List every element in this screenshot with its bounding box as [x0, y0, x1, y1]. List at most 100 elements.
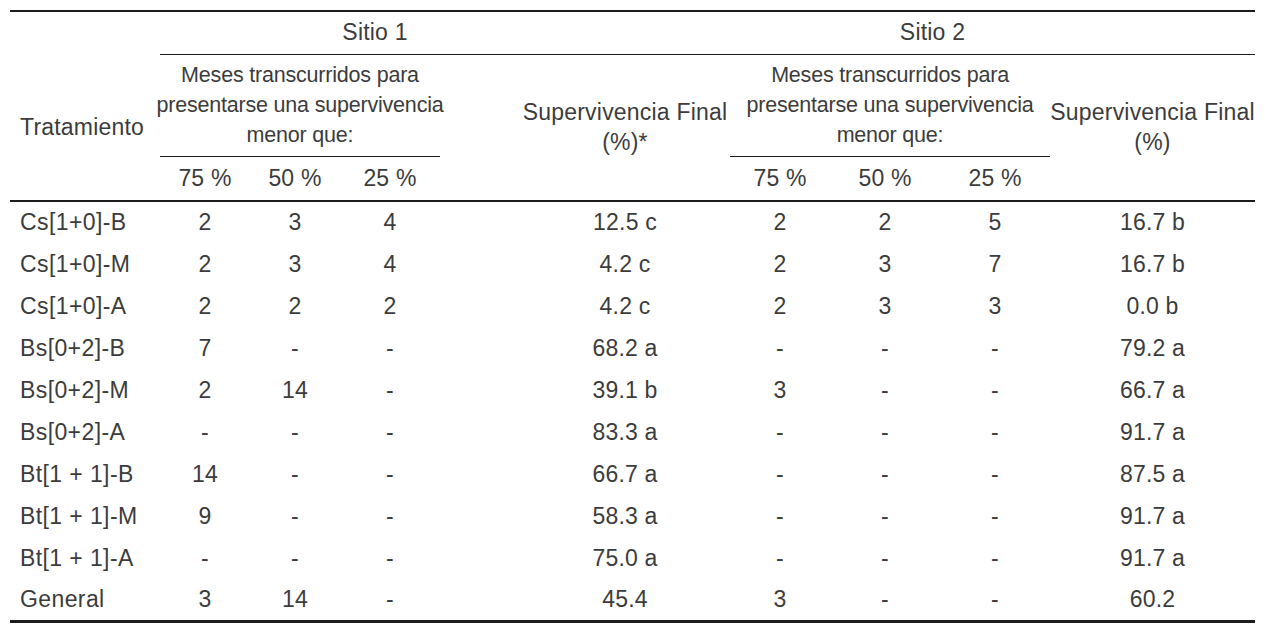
value-cell: -	[830, 453, 940, 495]
site1-header: Sitio 1	[160, 11, 730, 54]
value-cell: -	[250, 453, 340, 495]
group-header-row: Tratamiento Meses transcurridos para pre…	[10, 54, 1255, 156]
final-line: (%)*	[602, 127, 648, 157]
value-cell: -	[340, 537, 440, 579]
site-header-row: Sitio 1 Sitio 2	[10, 11, 1255, 54]
treatment-cell: Bs[0+2]-B	[10, 327, 160, 369]
final-line: Supervivencia Final	[523, 97, 728, 127]
site2-final-header-lines: Supervivencia Final (%)	[1050, 97, 1255, 157]
value-cell: 4	[340, 201, 440, 243]
table-body: Cs[1+0]-B23412.5 c22516.7 bCs[1+0]-M2344…	[10, 201, 1255, 621]
value-cell: 60.2	[1050, 579, 1255, 621]
value-cell: -	[340, 411, 440, 453]
value-cell: 16.7 b	[1050, 243, 1255, 285]
corner-spacer	[10, 11, 160, 54]
value-cell: 4.2 c	[440, 243, 730, 285]
value-cell: 75.0 a	[440, 537, 730, 579]
treatment-cell: Cs[1+0]-A	[10, 285, 160, 327]
table-row: Bt[1 + 1]-M9--58.3 a---91.7 a	[10, 495, 1255, 537]
value-cell: 3	[160, 579, 250, 621]
treatment-cell: Cs[1+0]-M	[10, 243, 160, 285]
value-cell: 87.5 a	[1050, 453, 1255, 495]
value-cell: 45.4	[440, 579, 730, 621]
value-cell: 2	[160, 201, 250, 243]
site2-final-survival-header: Supervivencia Final (%)	[1050, 54, 1255, 201]
site2-threshold-50: 50 %	[830, 156, 940, 201]
site1-final-survival-header: Supervivencia Final (%)*	[440, 54, 730, 201]
table-row: Bt[1 + 1]-A---75.0 a---91.7 a	[10, 537, 1255, 579]
final-line: Supervivencia Final	[1050, 97, 1255, 127]
value-cell: 3	[730, 579, 830, 621]
value-cell: 91.7 a	[1050, 411, 1255, 453]
site1-threshold-50: 50 %	[250, 156, 340, 201]
value-cell: -	[250, 411, 340, 453]
value-cell: -	[340, 579, 440, 621]
value-cell: 2	[730, 285, 830, 327]
value-cell: 4.2 c	[440, 285, 730, 327]
value-cell: 91.7 a	[1050, 495, 1255, 537]
treatment-cell: Cs[1+0]-B	[10, 201, 160, 243]
value-cell: -	[730, 411, 830, 453]
final-line: (%)	[1134, 127, 1170, 157]
months-line: presentarse una supervivencia	[747, 90, 1034, 120]
value-cell: 2	[730, 201, 830, 243]
value-cell: 68.2 a	[440, 327, 730, 369]
value-cell: -	[160, 537, 250, 579]
treatment-cell: Bs[0+2]-M	[10, 369, 160, 411]
value-cell: 39.1 b	[440, 369, 730, 411]
table-row: Bs[0+2]-A---83.3 a---91.7 a	[10, 411, 1255, 453]
value-cell: 9	[160, 495, 250, 537]
value-cell: 2	[160, 243, 250, 285]
value-cell: 3	[830, 243, 940, 285]
site2-months-header: Meses transcurridos para presentarse una…	[730, 54, 1050, 156]
site2-threshold-75: 75 %	[730, 156, 830, 201]
value-cell: -	[830, 411, 940, 453]
treatment-cell: Bt[1 + 1]-B	[10, 453, 160, 495]
value-cell: -	[160, 411, 250, 453]
value-cell: 2	[340, 285, 440, 327]
value-cell: 12.5 c	[440, 201, 730, 243]
paper-table-figure: Sitio 1 Sitio 2 Tratamiento Meses transc…	[0, 0, 1265, 633]
value-cell: 14	[250, 579, 340, 621]
survival-table: Sitio 1 Sitio 2 Tratamiento Meses transc…	[10, 10, 1255, 623]
value-cell: -	[830, 495, 940, 537]
site1-threshold-75: 75 %	[160, 156, 250, 201]
value-cell: 66.7 a	[440, 453, 730, 495]
table-row: Cs[1+0]-B23412.5 c22516.7 b	[10, 201, 1255, 243]
treatment-cell: General	[10, 579, 160, 621]
site1-months-header: Meses transcurridos para presentarse una…	[160, 54, 440, 156]
value-cell: 2	[160, 285, 250, 327]
value-cell: 66.7 a	[1050, 369, 1255, 411]
value-cell: 3	[250, 201, 340, 243]
value-cell: -	[830, 327, 940, 369]
value-cell: 91.7 a	[1050, 537, 1255, 579]
value-cell: -	[940, 411, 1050, 453]
value-cell: 3	[250, 243, 340, 285]
value-cell: -	[940, 327, 1050, 369]
months-line: presentarse una supervivencia	[157, 90, 444, 120]
months-line: menor que:	[247, 120, 354, 150]
site2-header: Sitio 2	[730, 11, 1255, 54]
value-cell: -	[830, 369, 940, 411]
site1-final-header-lines: Supervivencia Final (%)*	[520, 97, 730, 157]
treatment-column-header: Tratamiento	[10, 54, 160, 201]
value-cell: 2	[160, 369, 250, 411]
treatment-cell: Bs[0+2]-A	[10, 411, 160, 453]
value-cell: -	[730, 327, 830, 369]
value-cell: 14	[250, 369, 340, 411]
value-cell: 3	[730, 369, 830, 411]
value-cell: -	[830, 537, 940, 579]
value-cell: 7	[160, 327, 250, 369]
value-cell: -	[250, 495, 340, 537]
site2-months-header-lines: Meses transcurridos para presentarse una…	[730, 60, 1050, 150]
value-cell: 83.3 a	[440, 411, 730, 453]
value-cell: -	[340, 369, 440, 411]
value-cell: -	[730, 495, 830, 537]
table-row: Bs[0+2]-M214-39.1 b3--66.7 a	[10, 369, 1255, 411]
site1-months-header-lines: Meses transcurridos para presentarse una…	[160, 60, 440, 150]
site2-threshold-25: 25 %	[940, 156, 1050, 201]
value-cell: -	[940, 495, 1050, 537]
value-cell: 79.2 a	[1050, 327, 1255, 369]
value-cell: 3	[830, 285, 940, 327]
table-row: General314-45.43--60.2	[10, 579, 1255, 621]
